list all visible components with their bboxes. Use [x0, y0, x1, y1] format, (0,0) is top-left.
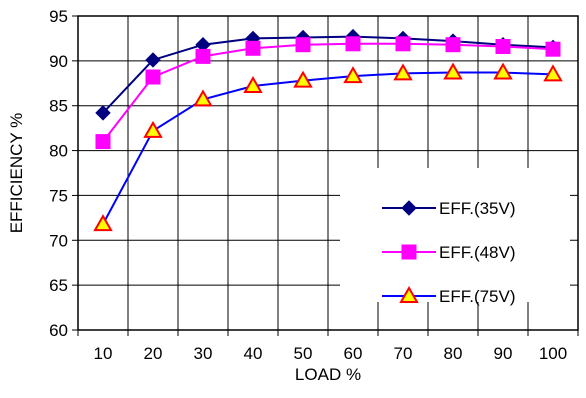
legend-marker — [401, 200, 417, 216]
data-point — [343, 66, 363, 84]
legend-background — [340, 168, 570, 302]
legend-label: EFF.(48V) — [439, 243, 516, 262]
series-line — [102, 71, 554, 225]
data-point — [195, 48, 211, 64]
data-point — [145, 69, 161, 85]
y-tick-label: 75 — [49, 186, 68, 205]
axes: 60 65 70 75 80 85 90 95 10 20 30 40 50 60 70 80 90 100 — [49, 7, 579, 363]
data-point — [545, 41, 561, 57]
x-tick-label: 100 — [539, 344, 567, 363]
x-tick-label: 60 — [344, 344, 363, 363]
x-tick-label: 20 — [144, 344, 163, 363]
legend-label: EFF.(75V) — [439, 287, 516, 306]
y-tick-label: 70 — [49, 231, 68, 250]
data-point — [143, 120, 163, 138]
legend-item: EFF.(48V) — [382, 243, 516, 262]
x-tick-label: 90 — [494, 344, 513, 363]
legend-item: EFF.(75V) — [382, 285, 516, 306]
data-point — [145, 52, 161, 68]
data-point — [393, 63, 413, 81]
series-group — [93, 28, 563, 232]
series-line — [102, 35, 554, 114]
data-point — [443, 62, 463, 80]
legend-marker — [401, 244, 417, 260]
data-point — [395, 36, 411, 52]
x-tick-label: 30 — [194, 344, 213, 363]
data-point — [295, 37, 311, 53]
x-tick-label: 10 — [94, 344, 113, 363]
x-tick-label: 40 — [244, 344, 263, 363]
data-point — [93, 214, 113, 232]
series-2 — [95, 36, 561, 150]
data-point — [95, 134, 111, 150]
data-point — [345, 36, 361, 52]
series-line — [102, 42, 554, 143]
data-point — [293, 70, 313, 88]
legend: EFF.(35V) EFF.(48V) EFF.(75V) — [340, 168, 570, 306]
data-point — [543, 64, 563, 82]
y-axis-title: EFFICIENCY % — [7, 113, 26, 234]
data-point — [243, 75, 263, 93]
y-tick-label: 80 — [49, 142, 68, 161]
y-tick-label: 65 — [49, 276, 68, 295]
x-tick-label: 70 — [394, 344, 413, 363]
data-point — [95, 105, 111, 121]
data-point — [445, 37, 461, 53]
legend-marker — [399, 285, 419, 303]
legend-item: EFF.(35V) — [382, 199, 516, 218]
data-point — [193, 89, 213, 107]
x-axis-title: LOAD % — [295, 365, 361, 384]
x-tick-label: 80 — [444, 344, 463, 363]
y-tick-label: 95 — [49, 7, 68, 26]
data-point — [495, 39, 511, 55]
y-tick-label: 60 — [49, 321, 68, 340]
series-3 — [93, 62, 563, 232]
data-point — [493, 62, 513, 80]
y-tick-label: 90 — [49, 52, 68, 71]
x-tick-label: 50 — [294, 344, 313, 363]
plot-frame — [77, 15, 579, 331]
data-point — [245, 40, 261, 56]
legend-label: EFF.(35V) — [439, 199, 516, 218]
y-tick-label: 85 — [49, 97, 68, 116]
